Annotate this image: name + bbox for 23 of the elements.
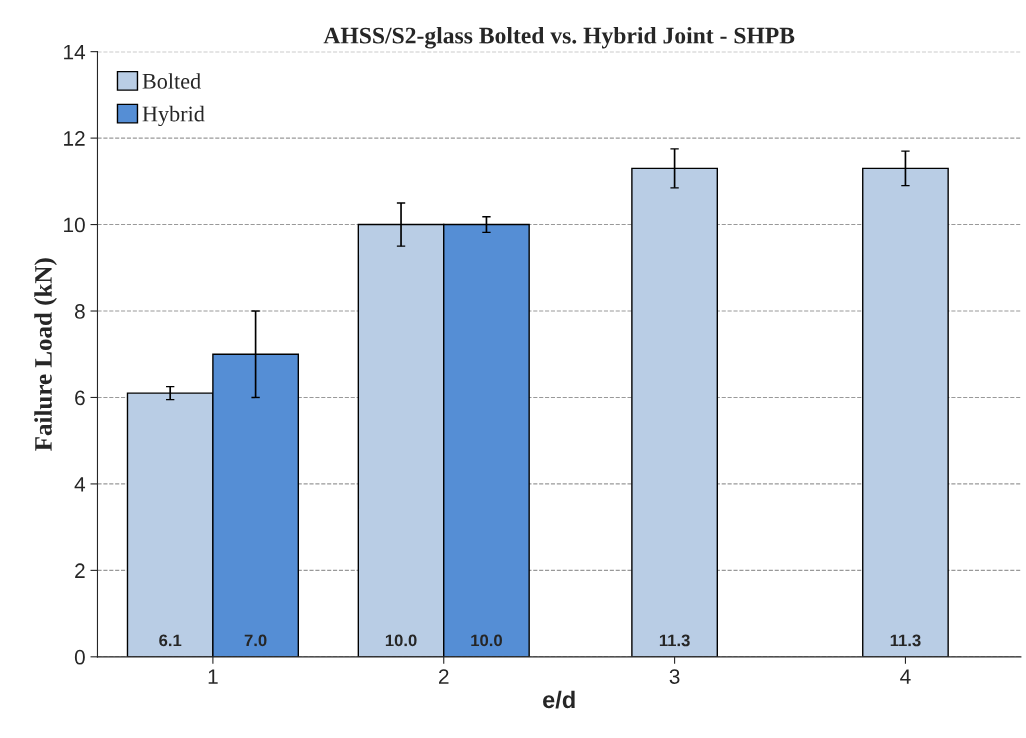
y-tick-label: 6 — [75, 390, 85, 406]
legend-label: Hybrid — [142, 105, 205, 127]
y-tick-label: 8 — [74, 304, 85, 319]
chart-title: AHSS/S2-glass Bolted vs. Hybrid Joint - SHPB — [323, 26, 795, 49]
y-tick-label: 12 — [64, 131, 85, 146]
x-tick-label: 3 — [669, 669, 680, 684]
data-label: 6.1 — [159, 634, 182, 647]
y-tick-label: 14 — [64, 44, 86, 60]
y-tick-label: 0 — [74, 649, 85, 665]
y-tick-label: 4 — [74, 477, 86, 492]
data-label: 10.0 — [385, 634, 417, 647]
x-tick-label: 1 — [208, 669, 218, 684]
y-axis-title: Failure Load (kN) — [34, 258, 57, 451]
x-tick-label: 4 — [900, 669, 911, 684]
x-axis-title: e/d — [543, 690, 575, 709]
x-tick-label: 2 — [439, 669, 449, 684]
y-tick-label: 10 — [64, 217, 85, 233]
data-label: 10.0 — [471, 634, 502, 647]
legend-label: Bolted — [142, 73, 201, 89]
data-label: 7.0 — [244, 634, 267, 647]
data-label: 11.3 — [659, 634, 690, 647]
y-tick-label: 2 — [75, 563, 85, 578]
data-label: 11.3 — [890, 634, 921, 647]
